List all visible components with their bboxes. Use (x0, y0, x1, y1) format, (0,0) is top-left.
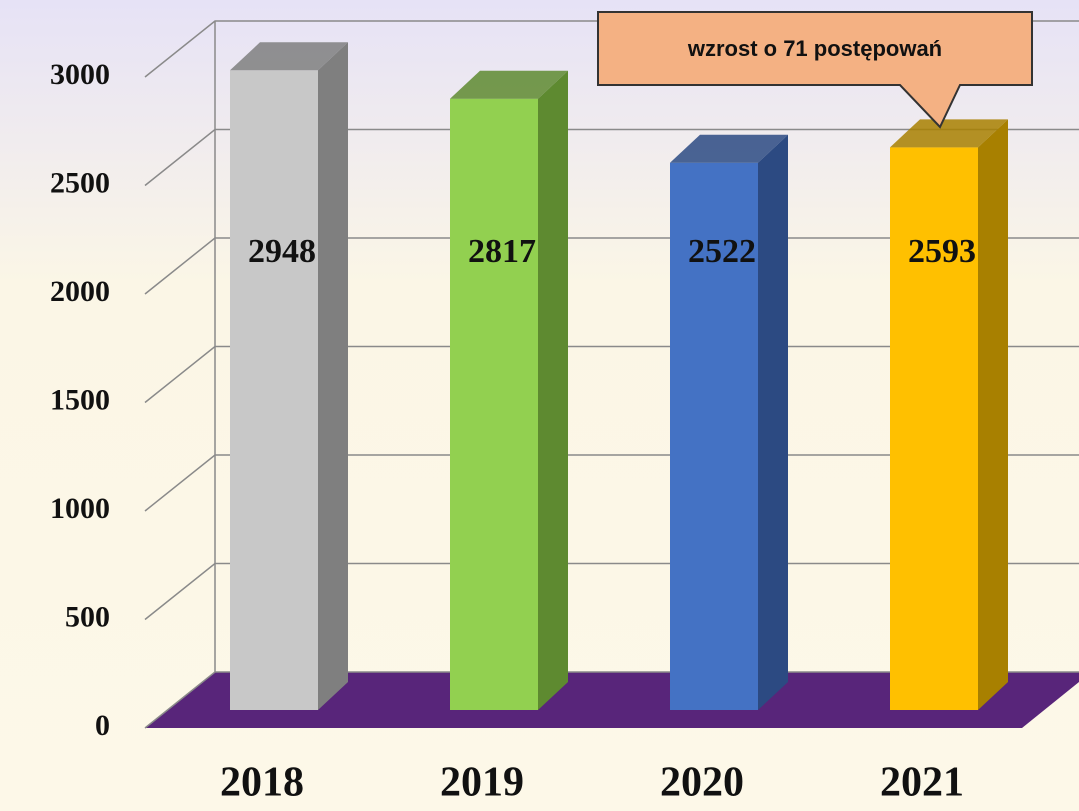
y-tick-label: 500 (65, 600, 110, 633)
bar-side (758, 134, 788, 710)
bar-side (978, 119, 1008, 711)
x-tick-label: 2018 (220, 760, 304, 806)
value-label: 2593 (908, 233, 976, 270)
bar (670, 162, 758, 710)
callout-box (597, 11, 1033, 129)
grid-line (144, 237, 1079, 295)
y-tick-label: 3000 (50, 58, 110, 91)
annotation: wzrost o 71 postępowań (687, 36, 942, 61)
bar-top (890, 119, 1008, 148)
y-tick-label: 2000 (50, 275, 110, 308)
bar (450, 98, 538, 710)
bar (230, 70, 318, 710)
bar-top (450, 70, 568, 99)
grid-line (144, 562, 1079, 621)
value-label: 2948 (248, 233, 316, 270)
y-tick-label: 2500 (50, 166, 110, 199)
y-tick-label: 0 (95, 709, 110, 742)
plot-area: 0 500 1000 1500 2000 2500 3000 2948 2018 2817 2019… (50, 20, 1079, 806)
bar-side (538, 70, 568, 710)
grid-line (144, 128, 1079, 187)
x-tick-label: 2019 (440, 760, 524, 806)
value-label: 2522 (688, 233, 756, 270)
bar-top (230, 42, 348, 71)
bar-side (318, 42, 348, 711)
floor (145, 672, 1079, 728)
grid-line (144, 454, 1079, 512)
grid-line (144, 345, 1079, 404)
grid-line (144, 671, 1079, 729)
y-tick-label: 1500 (50, 383, 110, 416)
x-tick-label: 2021 (880, 760, 964, 806)
bar-top (670, 134, 788, 163)
bar (890, 147, 978, 711)
y-tick-label: 1000 (50, 492, 110, 525)
callout: wzrost o 71 postępowań (597, 11, 1033, 129)
x-tick-label: 2020 (660, 760, 744, 806)
value-label: 2817 (468, 233, 536, 270)
